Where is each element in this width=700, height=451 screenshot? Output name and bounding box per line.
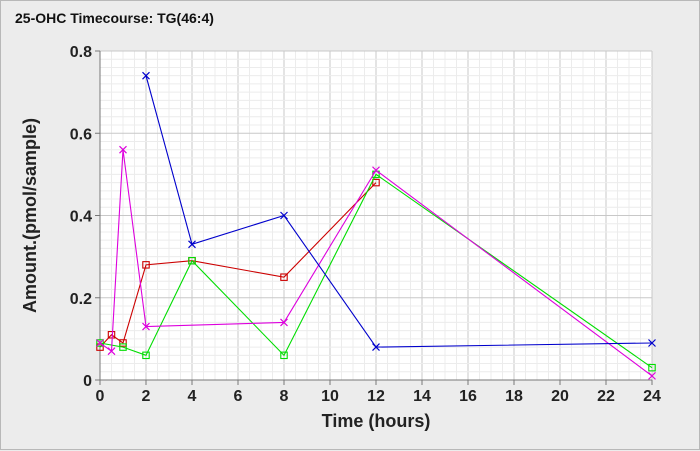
x-tick-label: 22	[597, 388, 615, 405]
y-tick-label: 0.6	[70, 126, 92, 143]
series-0-point	[372, 178, 380, 187]
series-0-point	[280, 273, 288, 281]
series-3-point	[372, 343, 380, 352]
series-0-point	[107, 331, 116, 339]
series-2-point	[107, 347, 116, 356]
series-1-line	[99, 173, 653, 369]
series-1-point	[648, 363, 656, 372]
y-tick-label: 0.2	[70, 291, 92, 308]
x-tick-label: 24	[643, 388, 661, 405]
x-tick-label: 18	[505, 388, 523, 405]
x-tick-label: 20	[551, 388, 569, 405]
series-3-point	[648, 339, 656, 347]
y-tick-label: 0.8	[70, 44, 92, 61]
series-1-point	[280, 351, 288, 360]
x-tick-label: 0	[96, 388, 105, 405]
series-3-point	[188, 240, 196, 249]
series-2-point	[280, 318, 288, 327]
series-2-point	[96, 339, 104, 347]
series-2-point	[142, 322, 150, 331]
x-tick-label: 12	[367, 388, 385, 405]
series-0-point	[96, 343, 104, 351]
x-tick-label: 2	[142, 388, 151, 405]
y-tick-label: 0	[83, 373, 92, 390]
series-2-point	[648, 371, 656, 380]
series-3-point	[142, 71, 150, 80]
y-axis-label: Amount.(pmol/sample)	[20, 118, 40, 313]
y-tick-label: 0.4	[70, 209, 92, 226]
x-tick-label: 6	[234, 388, 243, 405]
x-tick-label: 14	[413, 388, 431, 405]
series-2-point	[119, 145, 127, 154]
x-axis-label: Time (hours)	[322, 411, 431, 431]
series-1-point	[96, 339, 104, 347]
series-0-point	[119, 339, 127, 347]
series-1-point	[119, 343, 127, 351]
x-tick-label: 10	[321, 388, 339, 405]
series-0-line	[99, 182, 377, 348]
x-tick-label: 16	[459, 388, 477, 405]
series-1-point	[188, 256, 196, 265]
chart-title: 25-OHC Timecourse: TG(46:4)	[15, 10, 214, 26]
x-tick-label: 8	[280, 388, 289, 405]
x-tick-label: 4	[188, 388, 197, 405]
series-2-point	[372, 166, 380, 175]
series-3-point	[280, 211, 288, 220]
series-1-point	[142, 351, 150, 360]
series-0-point	[142, 261, 150, 269]
